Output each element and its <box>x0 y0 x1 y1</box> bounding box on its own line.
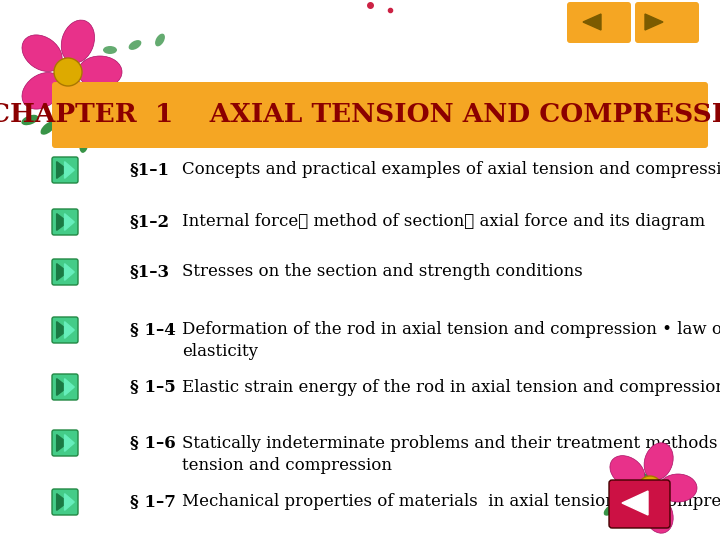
Polygon shape <box>57 214 68 231</box>
Text: Elastic strain energy of the rod in axial tension and compression: Elastic strain energy of the rod in axia… <box>182 379 720 395</box>
FancyBboxPatch shape <box>52 430 78 456</box>
Polygon shape <box>65 322 74 339</box>
Text: § 1–5: § 1–5 <box>130 379 176 395</box>
FancyBboxPatch shape <box>52 489 78 515</box>
Text: tension and compression: tension and compression <box>182 456 392 474</box>
Ellipse shape <box>61 20 94 63</box>
Ellipse shape <box>610 489 645 521</box>
Ellipse shape <box>22 115 39 125</box>
Polygon shape <box>65 379 74 395</box>
Ellipse shape <box>617 493 627 507</box>
Polygon shape <box>57 379 68 395</box>
FancyBboxPatch shape <box>52 157 78 183</box>
Text: CHAPTER  1    AXIAL TENSION AND COMPRESSION: CHAPTER 1 AXIAL TENSION AND COMPRESSION <box>0 103 720 127</box>
Text: Stresses on the section and strength conditions: Stresses on the section and strength con… <box>182 264 582 280</box>
Ellipse shape <box>78 56 122 88</box>
Polygon shape <box>65 161 74 178</box>
Polygon shape <box>57 435 68 451</box>
Text: § 1–6: § 1–6 <box>130 435 176 451</box>
Ellipse shape <box>129 40 141 50</box>
Polygon shape <box>65 264 74 280</box>
Ellipse shape <box>155 33 165 46</box>
Polygon shape <box>57 494 68 510</box>
Text: Mechanical properties of materials  in axial tension and compression: Mechanical properties of materials in ax… <box>182 494 720 510</box>
Ellipse shape <box>22 72 62 109</box>
Polygon shape <box>65 214 74 231</box>
Polygon shape <box>65 494 74 510</box>
Circle shape <box>638 476 662 500</box>
Ellipse shape <box>22 35 62 71</box>
Text: § 1–4: § 1–4 <box>130 321 176 339</box>
FancyBboxPatch shape <box>52 259 78 285</box>
Circle shape <box>54 58 82 86</box>
Polygon shape <box>65 435 74 451</box>
Text: §1–1: §1–1 <box>130 161 170 179</box>
Ellipse shape <box>642 473 651 487</box>
Text: §1–3: §1–3 <box>130 264 170 280</box>
FancyBboxPatch shape <box>52 209 78 235</box>
Polygon shape <box>57 264 68 280</box>
Text: §1–2: §1–2 <box>130 213 170 231</box>
FancyBboxPatch shape <box>52 317 78 343</box>
Text: § 1–7: § 1–7 <box>130 494 176 510</box>
Ellipse shape <box>103 46 117 54</box>
Ellipse shape <box>603 504 616 516</box>
FancyBboxPatch shape <box>635 2 699 43</box>
FancyBboxPatch shape <box>567 2 631 43</box>
Ellipse shape <box>644 443 673 480</box>
Ellipse shape <box>61 81 94 124</box>
Polygon shape <box>57 322 68 339</box>
Ellipse shape <box>630 483 638 497</box>
Polygon shape <box>583 14 601 30</box>
Ellipse shape <box>610 456 645 488</box>
Ellipse shape <box>40 122 55 135</box>
Polygon shape <box>645 14 663 30</box>
Text: Statically indeterminate problems and their treatment methods of axial: Statically indeterminate problems and th… <box>182 435 720 451</box>
FancyBboxPatch shape <box>52 374 78 400</box>
FancyBboxPatch shape <box>609 480 670 528</box>
Text: Deformation of the rod in axial tension and compression • law of: Deformation of the rod in axial tension … <box>182 321 720 339</box>
Polygon shape <box>622 491 648 515</box>
Text: elasticity: elasticity <box>182 343 258 361</box>
Ellipse shape <box>644 496 673 533</box>
Text: Internal force、 method of section、 axial force and its diagram: Internal force、 method of section、 axial… <box>182 213 705 231</box>
Ellipse shape <box>60 128 72 144</box>
Ellipse shape <box>79 135 89 153</box>
Polygon shape <box>57 161 68 178</box>
FancyBboxPatch shape <box>52 82 708 148</box>
Ellipse shape <box>659 474 697 502</box>
Text: Concepts and practical examples of axial tension and compression: Concepts and practical examples of axial… <box>182 161 720 179</box>
